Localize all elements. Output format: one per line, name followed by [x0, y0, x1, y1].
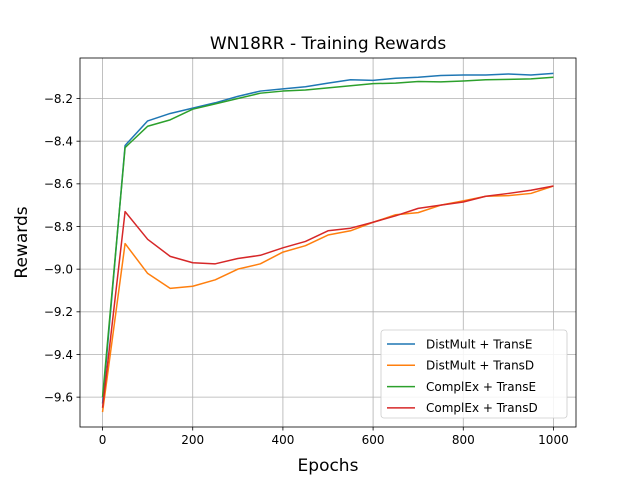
x-tick-label: 600 [362, 433, 385, 447]
y-tick-label: −9.2 [44, 305, 73, 319]
y-tick-label: −8.8 [44, 220, 73, 234]
x-tick-label: 200 [181, 433, 204, 447]
axis-ticks: 0 200 400 600 800 1000 −9.6 −9.4 −9.2 −9.0 −8.8 −8.… [44, 92, 569, 447]
y-tick-label: −9.6 [44, 390, 73, 404]
legend-box [380, 329, 568, 419]
series-line-1 [101, 72, 554, 404]
x-tick-label: 400 [271, 433, 294, 447]
y-tick-label: −8.4 [44, 134, 73, 148]
legend-label: DistMult + TransE [426, 337, 533, 351]
legend-label: ComplEx + TransE [426, 380, 536, 394]
plot-frame [79, 57, 577, 428]
y-tick-label: −8.2 [44, 92, 73, 106]
series-line-4 [101, 185, 554, 408]
x-axis-label: Epochs [298, 456, 359, 476]
y-tick-label: −8.6 [44, 177, 73, 191]
x-tick-label: 1000 [538, 433, 569, 447]
y-axis-label: Rewards [12, 206, 32, 278]
x-tick-label: 800 [452, 433, 475, 447]
y-tick-label: −9.4 [44, 348, 73, 362]
series-line-3 [101, 76, 554, 398]
legend: DistMult + TransE DistMult + TransD ComplE… [380, 329, 568, 419]
series-lines [101, 72, 554, 413]
x-tick-label: 0 [99, 433, 107, 447]
y-tick-label: −9.0 [44, 262, 73, 276]
grid [80, 58, 576, 427]
chart-title: WN18RR - Training Rewards [210, 34, 447, 54]
legend-label: DistMult + TransD [426, 359, 534, 373]
legend-label: ComplEx + TransD [426, 401, 538, 415]
